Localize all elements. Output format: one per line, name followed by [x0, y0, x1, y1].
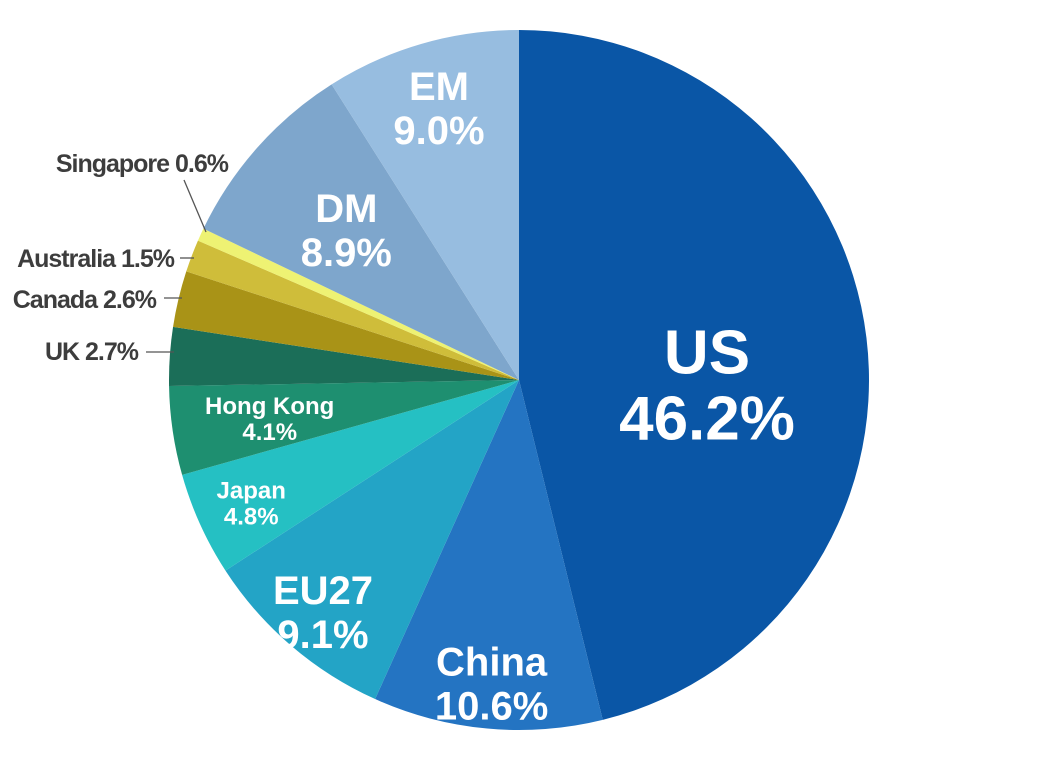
slice-value-eu27: 9.1%: [277, 613, 368, 657]
slice-label-hong-kong: Hong Kong 4.1%: [205, 393, 334, 446]
slice-label-australia: Australia 1.5%: [17, 245, 175, 273]
slice-value-hong-kong: 4.1%: [242, 419, 297, 446]
pie-slice-us: [519, 30, 870, 720]
slice-value-em: 9.0%: [393, 109, 484, 153]
slice-label-china: China 10.6%: [435, 640, 548, 728]
slice-value-us: 46.2%: [619, 384, 795, 453]
slice-label-eu27: EU27 9.1%: [273, 569, 373, 657]
pie-slice-australia: [186, 240, 519, 380]
slice-category-japan: Japan: [217, 478, 286, 505]
leader-line-singapore: [183, 179, 207, 233]
slice-category-china: China: [436, 640, 548, 684]
pie-slice-eu27: [225, 380, 519, 700]
pie-slice-canada: [173, 271, 520, 380]
slice-value-dm: 8.9%: [301, 231, 392, 275]
slice-label-us: US 46.2%: [619, 318, 795, 453]
pie-slice-dm: [203, 84, 520, 380]
pie-slices: [168, 30, 870, 730]
slice-labels: US 46.2% China 10.6% EU27 9.1% Japan 4.8% Hong K…: [13, 65, 795, 728]
pie-slice-uk: [168, 326, 519, 387]
pie-slice-em: [331, 30, 519, 380]
slice-value-japan: 4.8%: [224, 504, 279, 531]
leader-lines: [146, 179, 207, 353]
pie-slice-japan: [182, 380, 520, 571]
slice-label-uk: UK 2.7%: [45, 338, 139, 366]
pie-slice-hong-kong: [169, 380, 520, 475]
slice-label-singapore: Singapore 0.6%: [56, 150, 229, 178]
slice-category-eu27: EU27: [273, 569, 373, 613]
slice-category-hong-kong: Hong Kong: [205, 393, 334, 420]
slice-label-em: EM 9.0%: [393, 65, 484, 153]
pie-slice-china: [375, 380, 603, 730]
pie-slice-singapore: [197, 228, 519, 380]
slice-category-us: US: [664, 318, 750, 387]
slice-category-em: EM: [409, 65, 469, 109]
slice-label-dm: DM 8.9%: [301, 187, 392, 275]
slice-label-canada: Canada 2.6%: [13, 286, 157, 314]
slice-value-china: 10.6%: [435, 684, 548, 728]
slice-label-japan: Japan 4.8%: [217, 478, 286, 531]
slice-category-dm: DM: [315, 187, 377, 231]
